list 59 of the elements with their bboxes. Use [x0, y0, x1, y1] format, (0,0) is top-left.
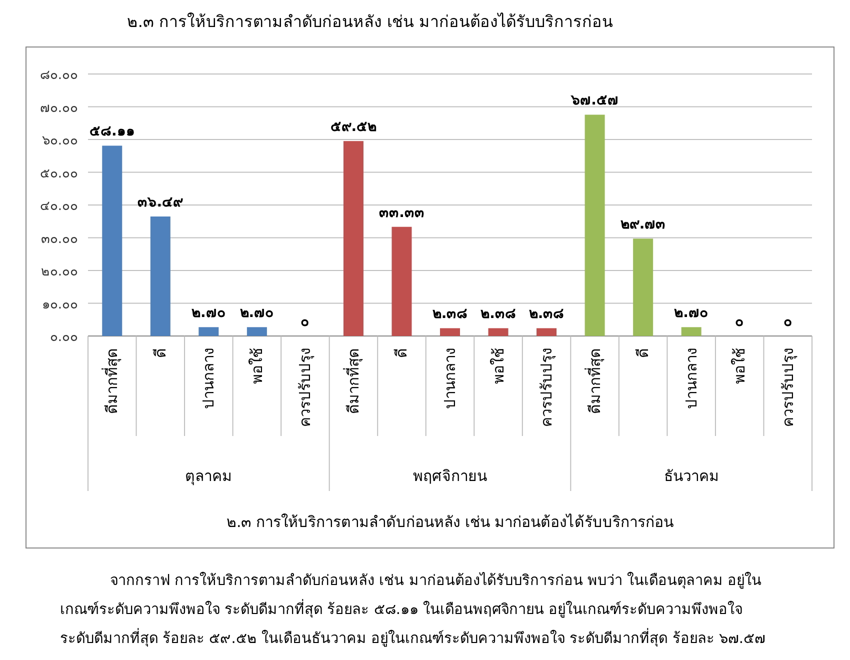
text: ธันวาคม [664, 467, 719, 485]
bar [102, 146, 122, 336]
y-tick-label: ๔๐.๐๐ [40, 199, 78, 214]
data-label: ๒.๓๘ [432, 306, 468, 322]
y-tick-label: ๕๐.๐๐ [40, 166, 78, 182]
data-label: ๓๓.๓๓ [379, 204, 424, 221]
bar [536, 328, 557, 336]
x-tick-label: ปานกลาง [682, 348, 700, 409]
x-tick-label: ดี [392, 348, 411, 358]
data-label: ๒.๓๘ [480, 306, 516, 322]
bar [150, 216, 170, 336]
bar [584, 114, 605, 336]
data-label: ๕๘.๑๑ [89, 124, 135, 140]
x-tick-label: ดี [151, 348, 170, 358]
y-tick-label: ๒๐.๐๐ [40, 264, 78, 280]
data-label: ๒.๗๐ [674, 305, 708, 322]
data-label: ๖๗.๕๗ [570, 92, 618, 109]
bar [392, 226, 412, 336]
x-tick-label: ควรปรับปรุง [538, 348, 557, 427]
bar [343, 141, 364, 336]
x-tick-label: ดีมากที่สุด [584, 348, 605, 414]
x-tick-label: พอใช้ [730, 348, 749, 384]
x-tick-label: พอใช้ [248, 348, 266, 384]
x-tick-label: ปานกลาง [200, 348, 218, 409]
data-label: ๐ [783, 314, 792, 330]
bar [246, 327, 267, 336]
x-tick-label: ควรปรับปรุง [296, 348, 316, 427]
y-tick-label: ๓๐.๐๐ [40, 232, 78, 247]
text: ตุลาคม [185, 467, 232, 486]
text: ระดับดีมากที่สุด ร้อยละ ๕๙.๕๒ ในเดือนธันวาคม อยู่ในเกณฑ์ระดับความพึงพอใจ ระดับดีมากที่สุด ร้อยละ ๖๗.๕๗ [60, 628, 766, 647]
bar [440, 328, 460, 336]
text: ๒.๓ การให้บริการตามลำดับก่อนหลัง เช่น มาก่อนต้องได้รับบริการก่อน [226, 513, 674, 531]
bar [198, 327, 219, 336]
bar [681, 327, 702, 336]
text: จากกราฟ การให้บริการตามลำดับก่อนหลัง เช่น มาก่อนต้องได้รับบริการก่อน พบว่า ในเดือนตุลาคม อยู่ใน [110, 571, 762, 589]
x-tick-label: ดีมากที่สุด [342, 348, 364, 414]
text: พฤศจิกายน [413, 467, 487, 485]
data-label: ๒.๓๘ [528, 306, 564, 322]
x-tick-label: ดีมากที่สุด [101, 348, 122, 414]
x-tick-label: พอใช้ [489, 348, 508, 384]
bar [488, 328, 508, 336]
x-tick-label: ควรปรับปรุง [778, 348, 798, 427]
y-tick-label: ๗๐.๐๐ [40, 100, 78, 116]
bar [633, 238, 654, 336]
chart-title: ๒.๓ การให้บริการตามลำดับก่อนหลัง เช่น มาก่อนต้องได้รับบริการก่อน [126, 12, 614, 31]
text: เกณฑ์ระดับความพึงพอใจ ระดับดีมากที่สุด ร้อยละ ๕๘.๑๑ ในเดือนพฤศจิกายน อยู่ในเกณฑ์ระดับความพึงพอใจ [60, 599, 743, 618]
data-label: ๓๖.๔๙ [138, 194, 184, 210]
data-label: ๕๙.๕๒ [330, 119, 377, 136]
data-label: ๒.๗๐ [240, 305, 274, 322]
x-tick-label: ดี [634, 348, 652, 358]
y-tick-label: ๘๐.๐๐ [40, 68, 78, 83]
y-tick-label: ๑๐.๐๐ [42, 297, 78, 312]
y-tick-label: ๐.๐๐ [50, 330, 78, 345]
x-tick-label: ปานกลาง [441, 348, 459, 409]
y-tick-label: ๖๐.๐๐ [42, 134, 78, 148]
data-label: ๐ [300, 314, 310, 330]
data-label: ๒๙.๗๓ [620, 216, 666, 233]
data-label: ๒.๗๐ [192, 305, 226, 322]
data-label: ๐ [735, 314, 744, 330]
